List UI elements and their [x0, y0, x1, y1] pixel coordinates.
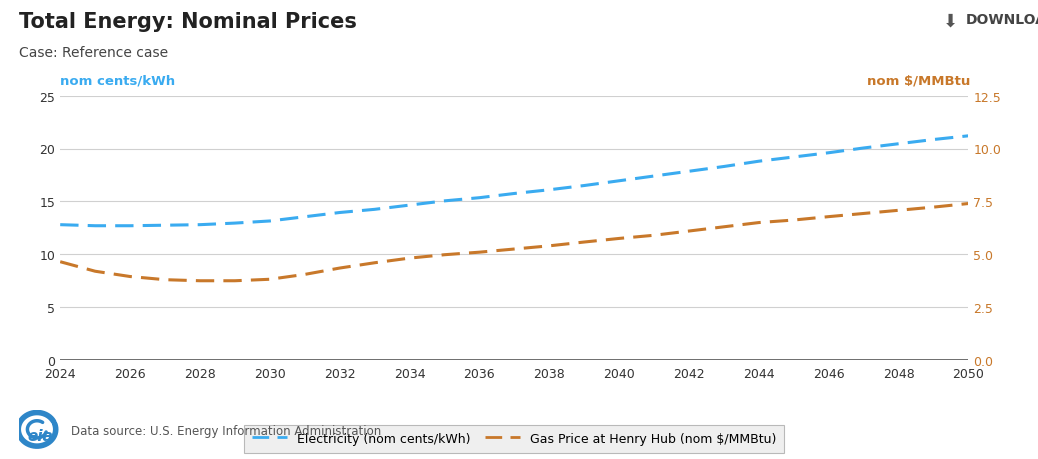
Text: ⬇: ⬇	[943, 13, 958, 31]
Text: Total Energy: Nominal Prices: Total Energy: Nominal Prices	[19, 11, 357, 31]
Legend: Electricity (nom cents/kWh), Gas Price at Henry Hub (nom $/MMBtu): Electricity (nom cents/kWh), Gas Price a…	[244, 425, 785, 453]
Text: DOWNLOAD: DOWNLOAD	[965, 13, 1038, 27]
Text: eia: eia	[28, 428, 53, 443]
Text: nom cents/kWh: nom cents/kWh	[60, 74, 175, 87]
Text: Data source: U.S. Energy Information Administration: Data source: U.S. Energy Information Adm…	[71, 424, 381, 437]
Text: Case: Reference case: Case: Reference case	[19, 46, 168, 60]
Text: nom $/MMBtu: nom $/MMBtu	[867, 74, 971, 87]
